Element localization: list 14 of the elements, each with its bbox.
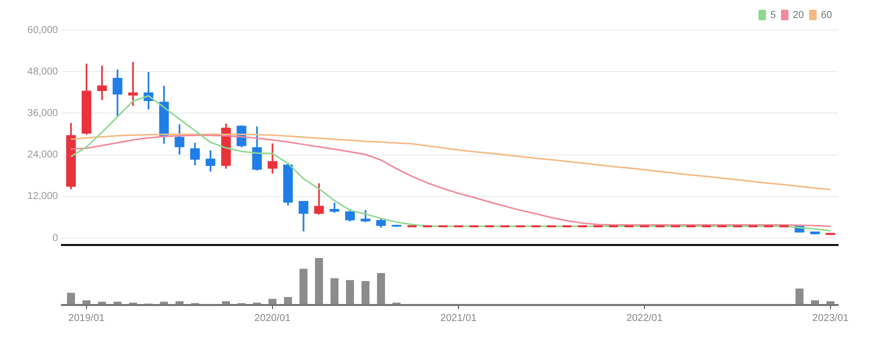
x-tick-label: 2023/01: [812, 312, 850, 324]
legend-label: 20: [792, 10, 804, 21]
x-tick-label: 2022/01: [626, 312, 664, 324]
x-tick-label: 2021/01: [440, 312, 478, 324]
legend-label: 5: [770, 10, 776, 21]
x-tick-label: 2020/01: [254, 312, 292, 324]
y-tick-label: 48,000: [27, 66, 58, 78]
y-tick-label: 12,000: [27, 191, 58, 202]
y-tick-label: 36,000: [27, 108, 58, 119]
y-tick-label: 60,000: [27, 24, 58, 36]
y-tick-label: 24,000: [27, 150, 58, 161]
y-tick-label: 0: [52, 232, 58, 244]
x-tick-label: 2019/01: [68, 312, 106, 324]
legend-label: 60: [820, 10, 832, 21]
